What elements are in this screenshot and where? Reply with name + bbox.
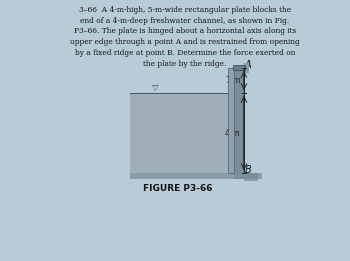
Text: ▽: ▽ [152, 83, 158, 92]
Bar [228, 68, 234, 173]
Bar [234, 68, 244, 179]
Bar [130, 173, 262, 179]
Bar [233, 65, 245, 70]
Text: 3–66  A 4-m-high, 5-m-wide rectangular plate blocks the
end of a 4-m-deep freshw: 3–66 A 4-m-high, 5-m-wide rectangular pl… [70, 6, 300, 68]
Text: A: A [245, 60, 252, 70]
Text: 1 m: 1 m [225, 76, 240, 85]
Text: FIGURE P3-66: FIGURE P3-66 [143, 184, 213, 193]
Bar [244, 63, 249, 73]
Bar [130, 93, 228, 173]
Polygon shape [244, 173, 258, 179]
Text: 4 m: 4 m [225, 128, 240, 138]
Text: B: B [245, 165, 252, 175]
FancyArrow shape [244, 177, 258, 181]
